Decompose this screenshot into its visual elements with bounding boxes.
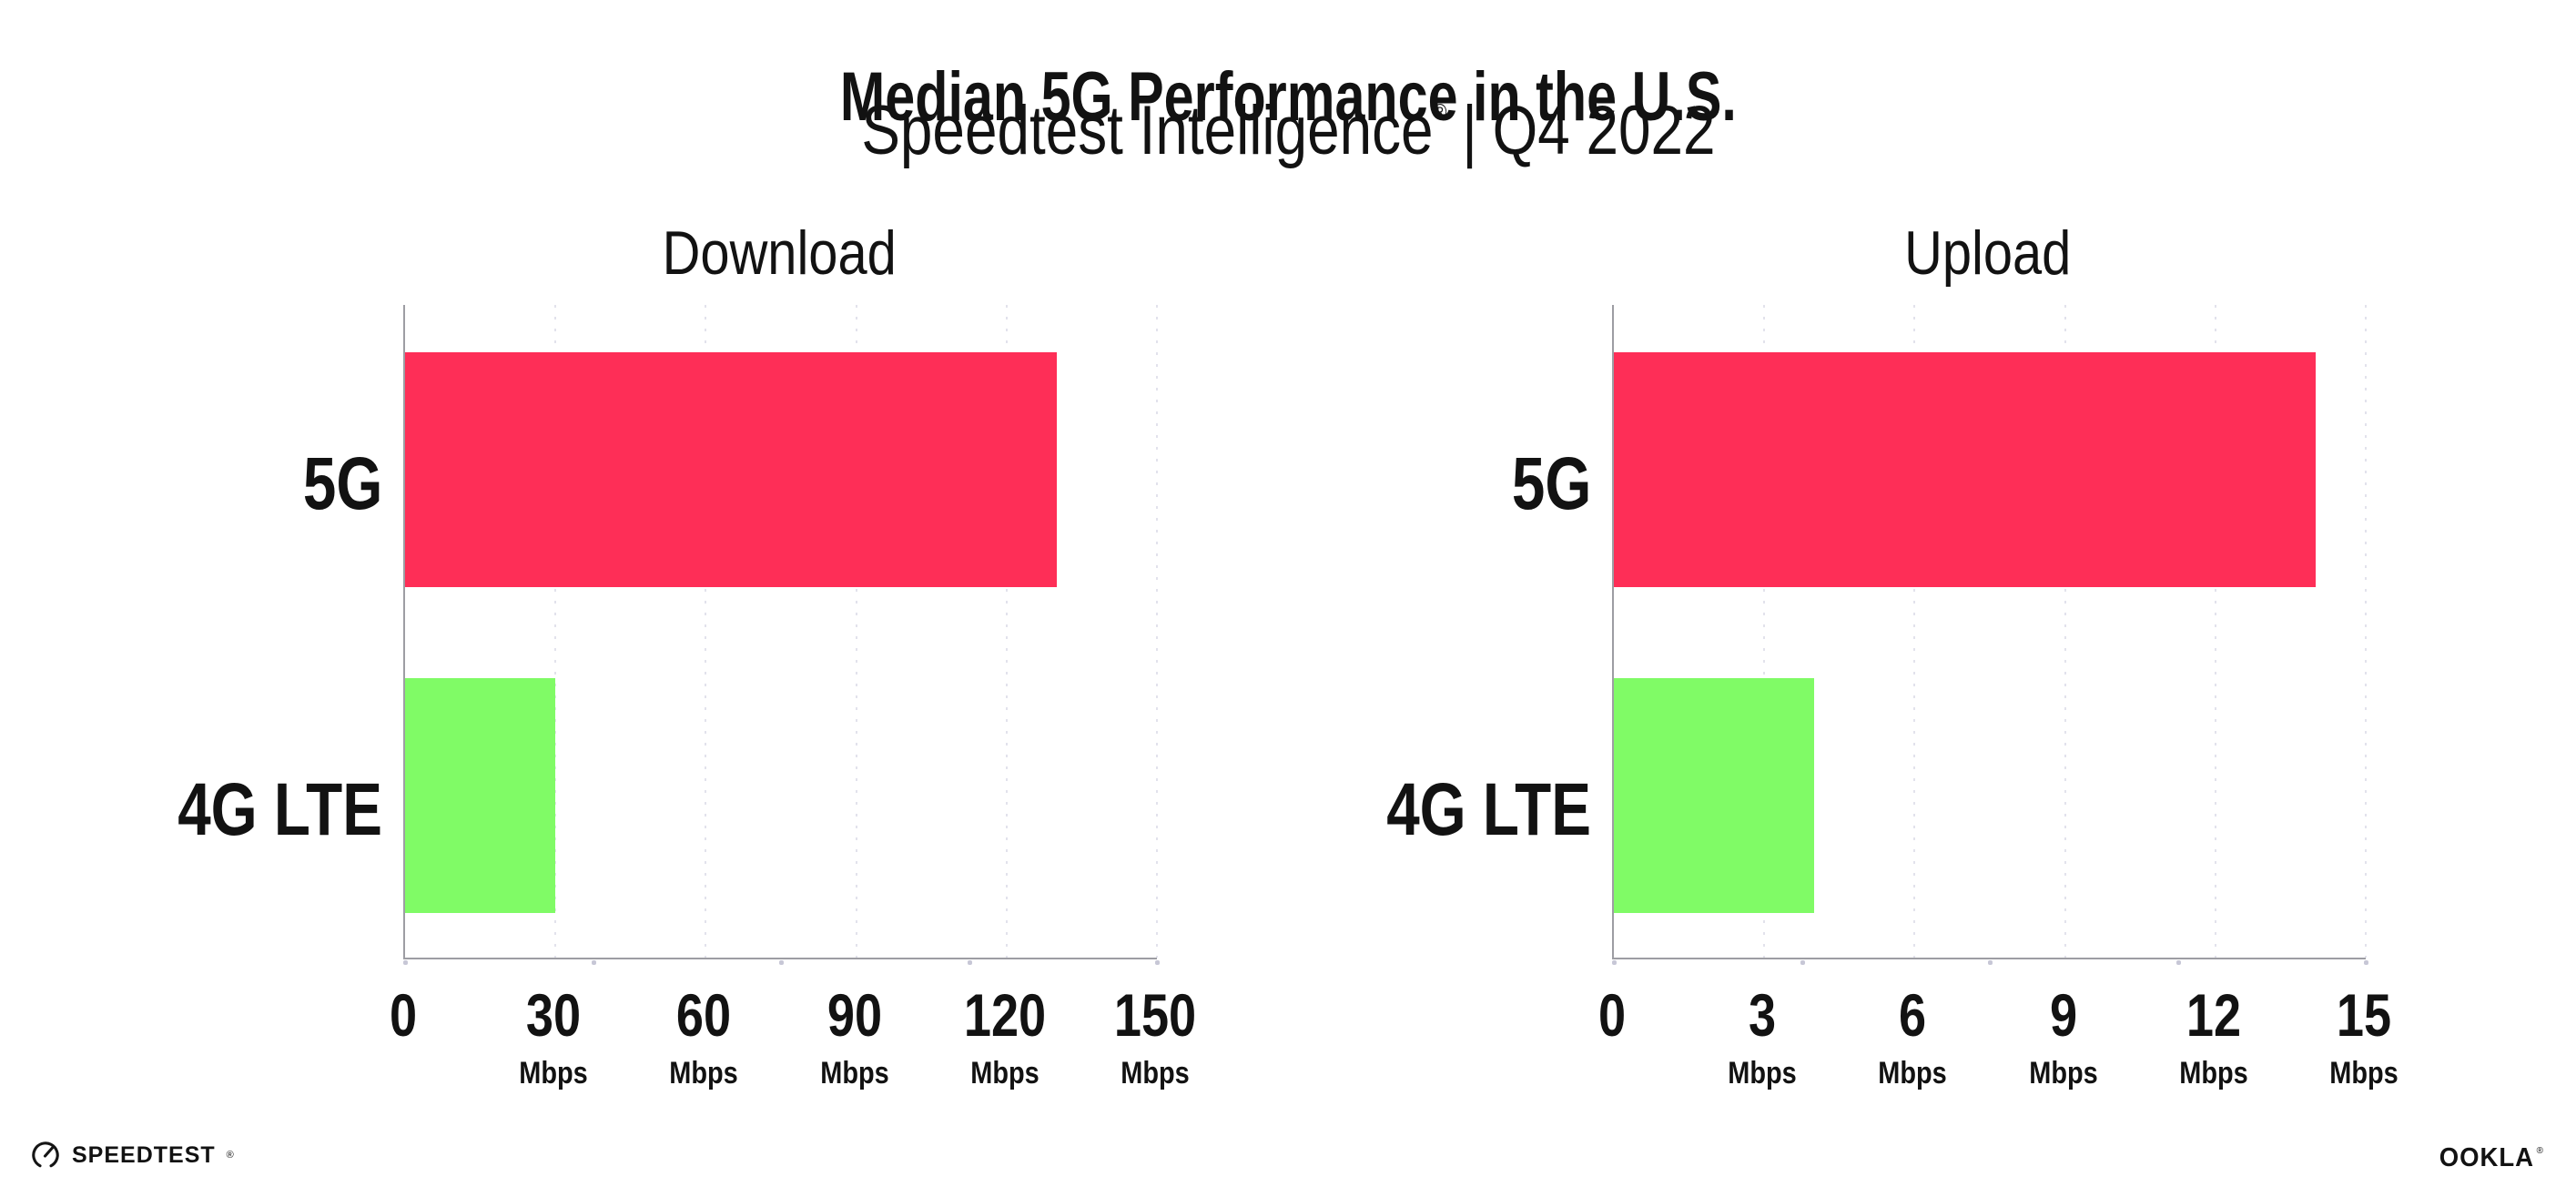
bar-4g-lte [405, 678, 556, 913]
category-label-4g-lte: 4G LTE [1386, 768, 1591, 851]
x-tick-unit: Mbps [819, 1056, 889, 1090]
speedtest-gauge-icon [32, 1141, 59, 1169]
axis-tick-dot [1155, 960, 1160, 965]
gridline [855, 305, 857, 958]
x-tick-value: 12 [2186, 981, 2241, 1049]
gridline [1156, 305, 1158, 958]
x-tick-value: 15 [2336, 981, 2392, 1049]
x-tick-unit: Mbps [519, 1056, 588, 1090]
x-tick-value: 150 [1113, 981, 1197, 1049]
x-tick-value: 90 [827, 981, 882, 1049]
page-title: Median 5G Performance in the U.S. [0, 57, 2576, 137]
gridline [1763, 305, 1766, 958]
x-tick-unit: Mbps [669, 1056, 739, 1090]
gridline [2214, 305, 2216, 958]
axis-tick-dot [591, 960, 596, 965]
axis-tick-dot [1988, 960, 1993, 965]
gridline [1005, 305, 1008, 958]
x-tick: 60 Mbps [664, 985, 745, 1089]
x-tick-unit: Mbps [1728, 1056, 1797, 1090]
upload-x-axis: 0 3 Mbps 6 Mbps 9 Mbps 12 Mbps 15 Mbps [1598, 985, 2399, 1140]
x-tick: 9 Mbps [2023, 985, 2104, 1089]
axis-tick-dot [1800, 960, 1805, 965]
axis-tick-dot [2364, 960, 2368, 965]
upload-chart-title: Upload [1904, 218, 2072, 288]
x-tick: 15 Mbps [2324, 985, 2405, 1089]
x-tick-unit: Mbps [1878, 1056, 1948, 1090]
x-tick-unit: Mbps [2028, 1056, 2098, 1090]
ookla-registered-icon: ® [2536, 1146, 2543, 1156]
gridline [2064, 305, 2066, 958]
x-tick: 0 [387, 985, 421, 1045]
x-tick: 30 Mbps [513, 985, 594, 1089]
x-tick-value: 30 [526, 981, 582, 1049]
x-tick: 6 Mbps [1872, 985, 1953, 1089]
upload-plot-area [1612, 305, 2368, 965]
x-tick-unit: Mbps [2329, 1056, 2399, 1090]
x-tick: 0 [1596, 985, 1629, 1045]
speedtest-wordmark: SPEEDTEST [72, 1141, 216, 1168]
gridline [705, 305, 707, 958]
x-tick-unit: Mbps [970, 1056, 1040, 1090]
category-label-5g: 5G [1511, 442, 1591, 525]
bar-4g-lte [1614, 678, 1815, 913]
page-subtitle: Speedtest Intelligence® | Q4 2022 [0, 93, 2576, 169]
registered-trademark-icon: ® [1433, 100, 1446, 125]
x-tick-value: 9 [2049, 981, 2077, 1049]
gridline [2365, 305, 2367, 958]
x-tick-value: 120 [963, 981, 1046, 1049]
bar-5g [405, 352, 1057, 587]
subtitle-separator: | [1461, 92, 1477, 169]
gridline [554, 305, 557, 958]
x-tick-unit: Mbps [1121, 1056, 1190, 1090]
speedtest-logo: SPEEDTEST ® [30, 1140, 234, 1171]
axis-tick-dot [1612, 960, 1617, 965]
download-x-axis: 0 30 Mbps 60 Mbps 90 Mbps 120 Mbps 150 Mbps [390, 985, 1196, 1140]
category-label-4g-lte: 4G LTE [177, 768, 382, 851]
x-tick: 120 Mbps [955, 985, 1055, 1089]
x-tick-value: 0 [1597, 981, 1627, 1049]
x-tick-value: 6 [1899, 981, 1927, 1049]
axis-tick-dot [403, 960, 408, 965]
x-tick-value: 60 [676, 981, 732, 1049]
ookla-logo: OOKLA ® [2437, 1143, 2543, 1173]
download-chart-title: Download [662, 218, 897, 288]
gridline [1913, 305, 1916, 958]
axis-tick-dot [779, 960, 784, 965]
x-tick: 90 Mbps [814, 985, 895, 1089]
x-tick: 3 Mbps [1722, 985, 1803, 1089]
ookla-wordmark: OOKLA [2439, 1143, 2534, 1172]
speedtest-registered-icon: ® [226, 1150, 234, 1161]
bar-5g [1614, 352, 2316, 587]
x-tick: 12 Mbps [2173, 985, 2254, 1089]
axis-tick-dot [2175, 960, 2181, 965]
category-label-5g: 5G [302, 442, 382, 525]
download-plot-area [403, 305, 1160, 965]
x-tick: 150 Mbps [1105, 985, 1205, 1089]
subtitle-brand: Speedtest Intelligence [860, 92, 1434, 169]
page-title-text: Median 5G Performance in the U.S. [839, 57, 1737, 136]
x-tick-unit: Mbps [2179, 1056, 2248, 1090]
subtitle-period: Q4 2022 [1492, 92, 1716, 169]
axis-tick-dot [967, 960, 972, 965]
x-tick-value: 3 [1749, 981, 1777, 1049]
x-tick-value: 0 [389, 981, 418, 1049]
